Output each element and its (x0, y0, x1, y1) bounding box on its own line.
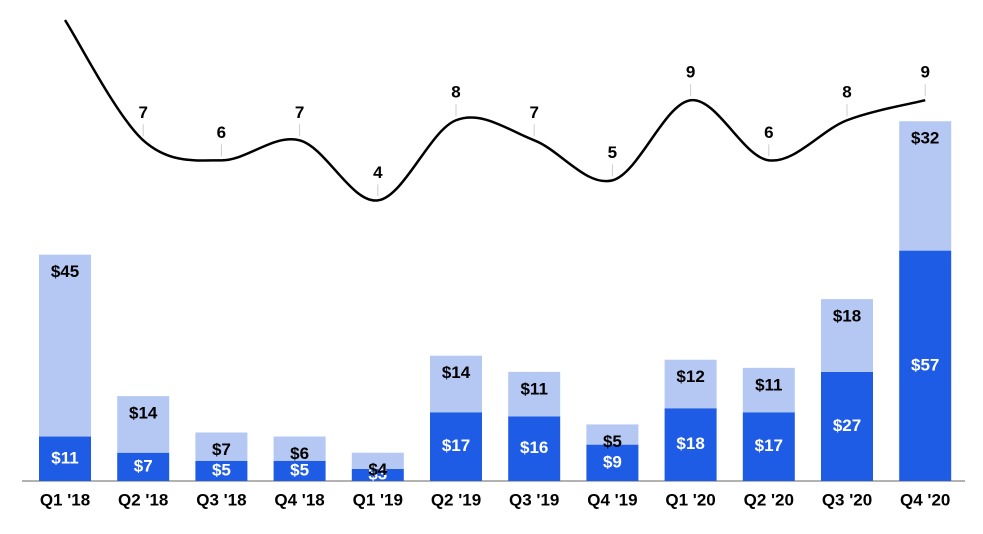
line (63, 19, 926, 202)
x-tick-label: Q2 '19 (431, 490, 481, 509)
x-tick-label: Q3 '19 (509, 490, 559, 509)
line-label: 6 (764, 123, 773, 142)
bar-segment (586, 424, 639, 445)
x-tick-label: Q1 '18 (40, 490, 90, 509)
data-label: $17 (755, 436, 783, 455)
line-label: 9 (686, 63, 695, 82)
data-label: $14 (442, 363, 471, 382)
bar-segment (899, 250, 952, 481)
bar-segment (351, 468, 404, 481)
data-label: $18 (676, 434, 704, 453)
data-label: $57 (911, 355, 939, 374)
data-label: $5 (603, 432, 622, 451)
data-label: $17 (442, 436, 470, 455)
x-tick-label: Q4 '19 (587, 490, 637, 509)
bar-segment (821, 371, 873, 481)
bar-segment (430, 412, 482, 481)
bar-segment (351, 452, 404, 469)
x-tick-label: Q4 '18 (274, 490, 324, 509)
line-label: 8 (451, 83, 460, 102)
data-label: $45 (51, 262, 79, 281)
x-tick-label: Q1 '19 (353, 490, 403, 509)
line-label: 6 (217, 123, 226, 142)
x-tick-label: Q1 '20 (665, 490, 715, 509)
bar-segment (39, 436, 91, 481)
line-label: 4 (373, 163, 383, 182)
line-label: 7 (295, 103, 304, 122)
data-label: $7 (212, 440, 231, 459)
bar-segment (117, 396, 170, 453)
data-label: $11 (51, 448, 78, 467)
data-label: $27 (833, 416, 861, 435)
data-label: $5 (212, 460, 231, 479)
data-label: $11 (520, 379, 547, 398)
x-tick-label: Q2 '18 (118, 490, 168, 509)
x-tick-label: Q2 '20 (744, 490, 794, 509)
bar-segment (273, 436, 326, 461)
bar-segment (821, 299, 873, 372)
line-label: 9 (920, 63, 929, 82)
data-label: $6 (290, 444, 309, 463)
data-label: $7 (134, 456, 153, 475)
data-label: $5 (290, 460, 309, 479)
bar-segment (195, 460, 248, 481)
x-tick-label: Q3 '20 (822, 490, 872, 509)
bar-segment (508, 371, 561, 417)
data-label: $11 (755, 375, 782, 394)
line-label: 7 (529, 103, 538, 122)
line-label: 8 (842, 83, 851, 102)
bar-segment (664, 359, 717, 409)
bar-segment (742, 412, 795, 481)
bar-segment (117, 452, 170, 481)
data-label: $18 (833, 307, 861, 326)
x-tick-label: Q3 '18 (196, 490, 246, 509)
bar-segment (195, 432, 248, 461)
bar-segment (430, 355, 482, 413)
bar-segment (899, 121, 952, 251)
bar-segment (508, 416, 561, 481)
data-label: $14 (129, 404, 158, 423)
data-label: $4 (368, 460, 387, 479)
data-label: $12 (676, 367, 704, 386)
x-tick-label: Q4 '20 (900, 490, 950, 509)
bar-segment (39, 254, 91, 437)
data-label: $3 (368, 464, 387, 483)
line-label: 7 (138, 103, 147, 122)
bar-segment (273, 460, 326, 481)
data-label: $9 (603, 452, 622, 471)
bar-segment (586, 444, 639, 481)
data-label: $32 (911, 129, 939, 148)
bar-segment (664, 408, 717, 481)
line-label: 5 (608, 143, 617, 162)
data-label: $16 (520, 438, 548, 457)
bar-segment (742, 367, 795, 413)
